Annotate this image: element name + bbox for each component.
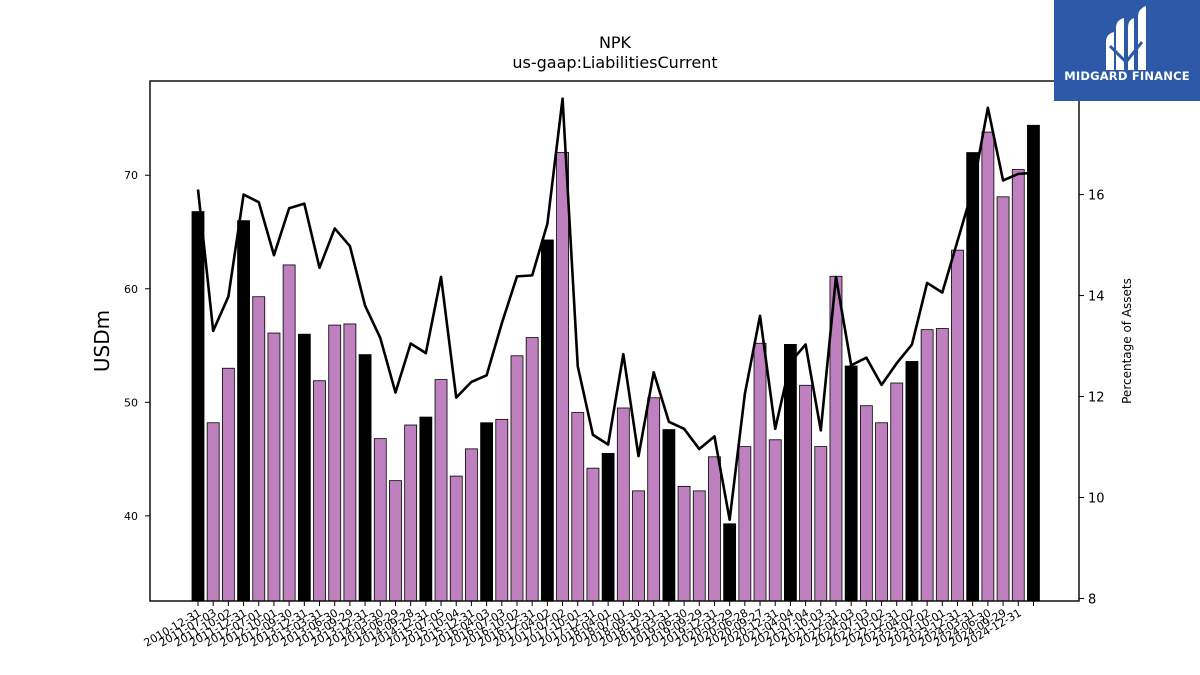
y-tick-label: 60 bbox=[124, 283, 138, 296]
bar bbox=[297, 333, 311, 602]
bar bbox=[556, 152, 569, 602]
bar bbox=[191, 211, 205, 602]
bar bbox=[905, 361, 919, 602]
bar bbox=[525, 337, 539, 602]
bar bbox=[328, 324, 342, 602]
bar bbox=[768, 439, 782, 602]
bar bbox=[814, 446, 828, 602]
y2-tick-label: 10 bbox=[1088, 492, 1105, 507]
bar bbox=[540, 239, 554, 602]
bar bbox=[875, 422, 888, 602]
bar bbox=[495, 418, 509, 602]
bar bbox=[434, 379, 448, 602]
y2-tick-label: 8 bbox=[1088, 592, 1096, 607]
bars-group bbox=[191, 124, 1040, 602]
logo-mark-icon bbox=[1106, 6, 1146, 70]
bar bbox=[404, 424, 418, 602]
bar bbox=[708, 456, 721, 602]
bar bbox=[662, 429, 676, 602]
bar bbox=[601, 452, 615, 602]
bar bbox=[799, 384, 812, 602]
y2-axis-label: Percentage of Assets bbox=[1120, 278, 1134, 404]
bar bbox=[996, 196, 1010, 602]
bar bbox=[282, 264, 296, 602]
bar bbox=[1011, 169, 1025, 602]
axes-group: 405060708101214162010-12-312011-07-03201… bbox=[124, 80, 1105, 650]
bar bbox=[951, 249, 964, 602]
bar bbox=[677, 485, 691, 602]
percentage-line bbox=[196, 97, 1034, 522]
bar bbox=[358, 354, 372, 602]
y2-tick-label: 16 bbox=[1088, 189, 1105, 204]
bar bbox=[237, 220, 250, 602]
chart-title: NPK bbox=[599, 33, 632, 52]
bar bbox=[616, 407, 630, 602]
y-tick-label: 70 bbox=[124, 169, 138, 182]
bar bbox=[859, 405, 873, 602]
bar bbox=[343, 323, 357, 602]
bar bbox=[738, 446, 752, 602]
bar bbox=[981, 131, 995, 602]
bar bbox=[419, 416, 433, 602]
logo-text: MIDGARD FINANCE bbox=[1064, 69, 1190, 83]
bar bbox=[1027, 124, 1040, 602]
bar bbox=[586, 467, 600, 602]
bar bbox=[966, 152, 980, 602]
bar bbox=[221, 367, 235, 602]
bar bbox=[571, 412, 585, 602]
bar bbox=[692, 490, 706, 602]
bar bbox=[389, 480, 402, 602]
y2-tick-label: 12 bbox=[1088, 391, 1105, 406]
bar bbox=[753, 342, 767, 602]
bar bbox=[935, 328, 949, 602]
brand-logo: MIDGARD FINANCE bbox=[1054, 0, 1200, 101]
bar bbox=[632, 490, 645, 602]
bar bbox=[313, 380, 326, 602]
bar bbox=[920, 329, 934, 602]
chart-subtitle: us-gaap:LiabilitiesCurrent bbox=[512, 53, 717, 72]
bar bbox=[267, 332, 281, 602]
bar bbox=[723, 523, 737, 602]
bar bbox=[449, 475, 463, 602]
plot-frame bbox=[149, 80, 1080, 602]
bar bbox=[480, 422, 494, 602]
y-tick-label: 40 bbox=[124, 510, 138, 523]
bar bbox=[373, 438, 387, 602]
y-axis-label: USDm bbox=[90, 310, 114, 372]
bar bbox=[647, 397, 661, 602]
bar bbox=[890, 382, 904, 602]
y-tick-label: 50 bbox=[124, 396, 138, 409]
line-group bbox=[196, 97, 1034, 522]
bar bbox=[510, 355, 524, 602]
y2-tick-label: 14 bbox=[1088, 290, 1105, 305]
bar bbox=[465, 448, 478, 602]
bar bbox=[206, 422, 220, 602]
bar bbox=[252, 296, 266, 602]
bar bbox=[844, 365, 858, 602]
